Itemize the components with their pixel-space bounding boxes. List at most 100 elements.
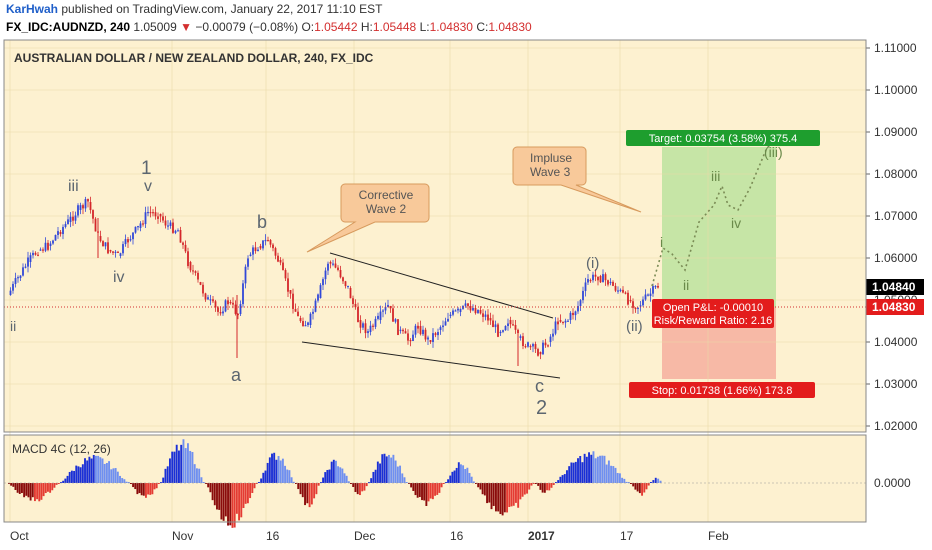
stop-tag[interactable]: Stop: 0.01738 (1.66%) 173.8 (629, 382, 815, 398)
candle-body (297, 311, 299, 317)
macd-bar (345, 475, 348, 483)
macd-bar (224, 483, 227, 517)
candle-body (74, 215, 77, 221)
candle-body (174, 230, 177, 233)
candle-body (192, 270, 194, 272)
corrective-callout[interactable]: Corrective Wave 2 (306, 183, 430, 253)
macd-bar (81, 464, 84, 483)
macd-bar (40, 483, 43, 500)
candle-body (367, 331, 369, 334)
macd-bar (200, 477, 203, 483)
author-link[interactable]: KarHwah (6, 2, 59, 16)
candle-body (594, 274, 597, 277)
candle-body (59, 232, 62, 235)
candle-body (587, 279, 589, 283)
macd-bar (440, 483, 443, 488)
candle-body (539, 352, 542, 355)
candle-body (612, 281, 614, 286)
candle-body (157, 216, 159, 219)
candle-body (242, 283, 244, 305)
target-tag[interactable]: Target: 0.03754 (3.58%) 375.4 (626, 130, 820, 146)
macd-bar (231, 483, 234, 528)
wedge-lower-line[interactable] (301, 341, 561, 379)
candle-body (519, 336, 522, 338)
wedge-upper-line[interactable] (329, 252, 554, 319)
macd-bar (590, 454, 593, 483)
wave-label: iii (711, 168, 720, 184)
candle-body (562, 321, 564, 323)
candle-body (147, 211, 149, 214)
impulse-callout[interactable]: Impluse Wave 3 (512, 146, 642, 213)
candle-body (314, 300, 317, 312)
macd-bar (86, 460, 89, 483)
macd-bar (189, 450, 192, 483)
macd-pane[interactable] (4, 435, 866, 522)
candle-body (307, 322, 309, 326)
macd-bar (574, 461, 577, 483)
candle-body (207, 297, 209, 300)
candle-body (467, 303, 469, 307)
macd-bar (292, 481, 295, 483)
macd-bar (581, 462, 584, 483)
candle-body (102, 241, 104, 247)
candle-body (64, 224, 67, 227)
candle-body (537, 349, 539, 356)
candle-body (212, 299, 214, 302)
candle-body (87, 199, 89, 202)
candle-body (77, 205, 79, 216)
candle-body (542, 342, 544, 355)
macd-bar (390, 457, 393, 483)
macd-bar (337, 466, 340, 483)
pnl-tag[interactable]: Open P&L: -0.00010 Risk/Reward Ratio: 2.… (652, 299, 774, 328)
candlesticks (9, 196, 659, 366)
candle-body (379, 311, 382, 320)
candle-body (127, 239, 129, 243)
price-chart[interactable]: 1.11000 1.10000 1.09000 1.08000 1.07000 1.060… (0, 38, 932, 550)
candle-body (284, 270, 287, 279)
time-scale[interactable] (4, 522, 866, 550)
macd-bar (515, 483, 517, 503)
macd-bar (180, 444, 183, 483)
macd-bar (14, 483, 17, 490)
price-tag-lower: 1.04830 (866, 299, 924, 315)
macd-bar (350, 483, 352, 484)
macd-bar (599, 455, 602, 483)
macd-bar (36, 483, 39, 500)
macd-bar (403, 477, 406, 483)
macd-bar (616, 472, 619, 483)
candle-body (354, 303, 357, 308)
candle-body (17, 277, 19, 279)
candle-body (249, 254, 252, 256)
candle-body (597, 276, 599, 281)
macd-bar (654, 477, 657, 483)
candle-body (529, 346, 532, 348)
candle-body (469, 306, 472, 311)
macd-bar (566, 470, 568, 483)
candle-body (372, 325, 374, 327)
macd-bar (464, 469, 467, 483)
symbol-name[interactable]: FX_IDC:AUDNZD, 240 (6, 20, 131, 34)
callout-text: Corrective (359, 188, 414, 202)
macd-bar (365, 483, 368, 487)
wave-label: a (231, 365, 242, 385)
macd-bar (25, 483, 28, 496)
candle-body (107, 242, 109, 254)
target-zone (662, 147, 776, 307)
macd-bar (10, 483, 13, 486)
macd-bar (543, 483, 546, 493)
candle-body (214, 301, 217, 308)
candle-body (652, 286, 654, 294)
candle-body (264, 239, 267, 242)
candle-body (182, 242, 184, 245)
macd-bar (44, 483, 47, 494)
macd-bar (97, 455, 100, 483)
macd-bar (614, 467, 617, 483)
candle-body (624, 292, 627, 294)
wave-label: (i) (586, 255, 599, 272)
candle-body (89, 202, 92, 211)
wave-label: ii (10, 318, 16, 334)
macd-bar (116, 471, 119, 483)
candle-body (444, 321, 447, 326)
candle-body (44, 242, 47, 251)
candle-body (422, 329, 424, 335)
